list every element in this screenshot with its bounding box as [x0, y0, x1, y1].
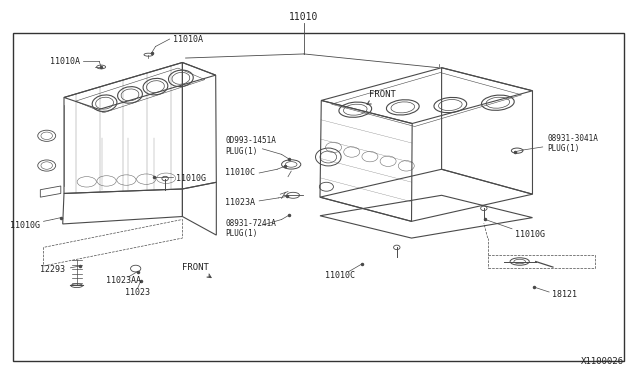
Text: 0D993-1451A
PLUG(1): 0D993-1451A PLUG(1)	[225, 136, 276, 155]
Text: 11010G: 11010G	[515, 230, 545, 239]
Text: 11010G: 11010G	[10, 221, 40, 230]
Text: FRONT: FRONT	[367, 90, 396, 104]
Text: 11010G: 11010G	[176, 174, 206, 183]
Text: 11023A: 11023A	[225, 198, 255, 207]
Text: 11010: 11010	[289, 12, 319, 22]
Text: X1100026: X1100026	[581, 357, 624, 366]
Bar	[13, 33, 624, 361]
Text: 18121: 18121	[552, 290, 577, 299]
Text: 11010A: 11010A	[50, 57, 80, 66]
Text: FRONT: FRONT	[182, 263, 211, 278]
Text: 11023AA: 11023AA	[106, 276, 141, 285]
Text: 11023: 11023	[125, 288, 150, 296]
Text: 08931-7241A
PLUG(1): 08931-7241A PLUG(1)	[225, 219, 276, 238]
Text: 11010A: 11010A	[173, 35, 203, 44]
Text: 08931-3041A
PLUG(1): 08931-3041A PLUG(1)	[547, 134, 598, 153]
Text: 11010C: 11010C	[325, 271, 355, 280]
Text: 12293: 12293	[40, 265, 65, 274]
Text: 11010C: 11010C	[225, 169, 255, 177]
